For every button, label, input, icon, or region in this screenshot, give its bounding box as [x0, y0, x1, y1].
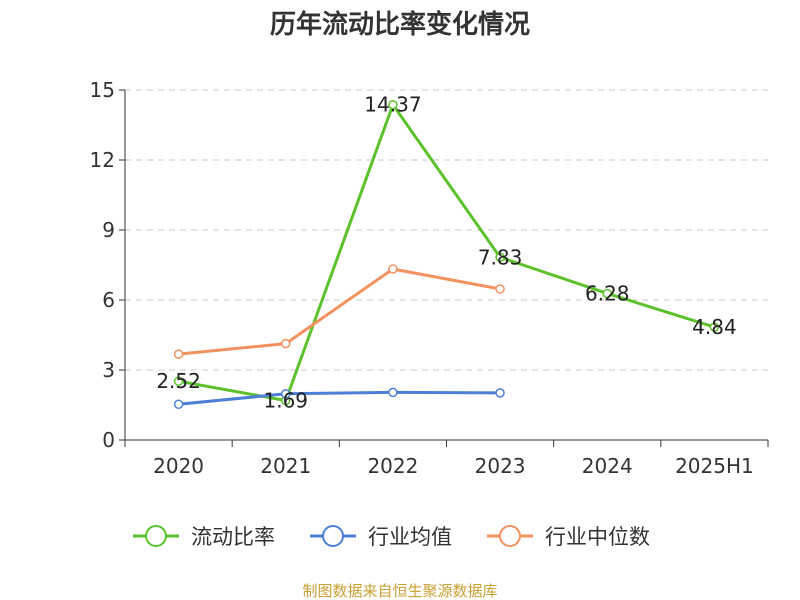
data-point — [495, 388, 505, 398]
y-tick-label: 9 — [102, 218, 115, 242]
legend: 流动比率 行业均值 行业中位数 — [133, 525, 650, 549]
y-tick-label: 6 — [102, 288, 115, 312]
data-point — [281, 338, 291, 349]
legend-label: 行业中位数 — [545, 525, 650, 549]
data-point — [173, 399, 184, 410]
data-label: 2.52 — [156, 369, 201, 393]
data-label: 1.69 — [263, 389, 308, 413]
legend-marker-icon — [145, 525, 167, 547]
data-point — [173, 376, 184, 386]
data-point — [602, 288, 612, 299]
y-tick-label: 3 — [102, 358, 115, 382]
series-layer — [173, 99, 720, 410]
x-tick-label: 2022 — [367, 454, 418, 478]
series-line — [178, 103, 715, 403]
y-tick-label: 15 — [90, 78, 115, 102]
data-point — [388, 387, 398, 398]
footer-source: 制图数据来自恒生聚源数据库 — [302, 582, 497, 600]
x-tick-label: 2025H1 — [675, 454, 754, 478]
data-point — [388, 264, 398, 274]
data-label: 6.28 — [585, 281, 630, 305]
y-tick-label: 0 — [102, 428, 115, 452]
legend-item[interactable]: 行业中位数 — [487, 525, 650, 549]
y-tick-label: 12 — [90, 148, 115, 172]
x-tick-label: 2020 — [153, 454, 204, 478]
data-point — [173, 349, 184, 359]
data-label: 14.37 — [364, 93, 421, 117]
series-line — [178, 267, 501, 356]
legend-label: 行业均值 — [368, 525, 452, 549]
data-labels: 2.52 1.69 14.37 7.83 6.28 4.84 — [156, 93, 736, 413]
x-tick-label: 2021 — [260, 454, 311, 478]
data-point — [495, 284, 505, 294]
data-point — [709, 322, 720, 332]
data-point — [388, 99, 398, 110]
legend-label: 流动比率 — [191, 525, 275, 549]
data-point — [281, 389, 291, 399]
legend-marker-icon — [499, 525, 521, 547]
data-label: 4.84 — [692, 315, 737, 339]
data-point — [495, 252, 505, 263]
chart-title: 历年流动比率变化情况 — [270, 9, 530, 40]
legend-item[interactable]: 流动比率 — [133, 525, 275, 549]
legend-item[interactable]: 行业均值 — [310, 525, 452, 549]
axes: 0 3 6 9 12 15 2020 2021 2022 2023 2024 2025H1 — [90, 78, 769, 478]
x-tick-label: 2023 — [475, 454, 526, 478]
series-line — [178, 390, 501, 406]
legend-marker-icon — [322, 525, 344, 547]
x-tick-label: 2024 — [582, 454, 633, 478]
data-label: 7.83 — [478, 245, 523, 269]
grid-lines — [125, 89, 768, 371]
